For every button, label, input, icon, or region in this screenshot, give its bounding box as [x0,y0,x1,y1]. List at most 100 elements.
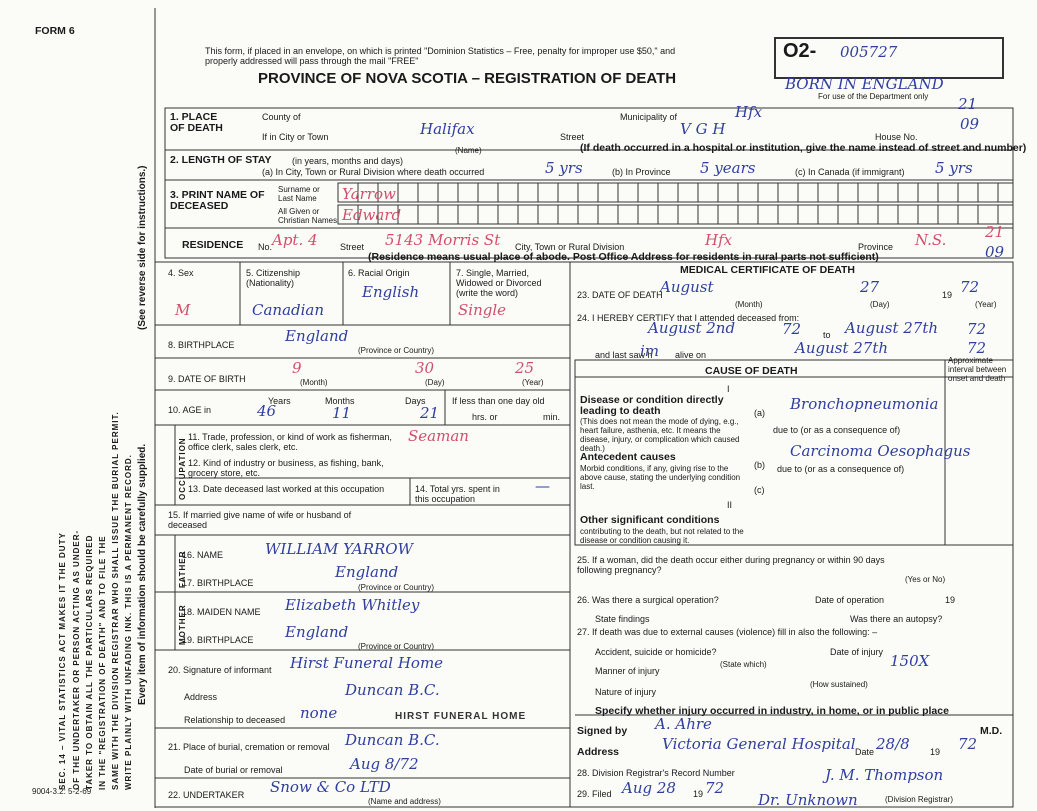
0: SEC. 14 – VITAL STATISTICS ACT MAKES IT … [58,532,67,790]
min: min. [543,412,561,422]
registration-box [774,37,1004,79]
nineteen: 19 [930,747,941,757]
surname-value: Yarrow [342,185,396,203]
label: 2. LENGTH OF STAY [170,154,272,166]
signature-value: Hirst Funeral Home [290,654,444,672]
to: to [823,330,831,340]
less: If less than one day old [452,396,545,406]
reg-number: 005727 [840,43,898,61]
dept-note: BORN IN ENGLAND [785,75,944,93]
accident: Accident, suicide or homicide? [595,647,717,657]
house: House No. [875,132,918,142]
manner-value: 150X [890,652,930,670]
given: All Given or Christian Names [278,207,338,225]
yes-no: (Yes or No) [905,575,946,584]
from-value: August 2nd [648,319,736,337]
year-value: 72 [960,278,980,296]
total-years: 14. Total yrs. spent in this occupation [415,484,500,504]
city: If in City or Town [262,132,329,142]
county: County of [262,112,301,122]
filed: 29. Filed [577,789,612,799]
last-saw: and last saw h [595,350,653,360]
injury-date: Date of injury [830,647,884,657]
b: (b) In Province [612,167,671,177]
no: No. [258,242,273,252]
reg-prefix: O2- [783,40,817,62]
province: Province [858,242,894,252]
dob-month: 9 [292,359,302,377]
status: 7. Single, Married, Widowed or Divorced … [456,268,542,298]
years: Years [268,396,291,406]
months: Months [325,396,355,406]
supply: Every item of information should be care… [137,443,148,705]
city: City, Town or Rural Division [515,242,625,252]
label-note: (in years, months and days) [292,156,404,166]
a: (a) In City, Town or Rural Division wher… [262,167,485,177]
year: (Year) [522,378,544,387]
title: CAUSE OF DEATH [705,365,798,377]
total-value: — [535,477,550,495]
years-value: 46 [257,402,277,420]
alive: alive on [675,350,707,360]
from-year: 72 [782,320,802,338]
street: Street [560,132,585,142]
address-value: Victoria General Hospital [662,735,856,753]
given-name-grid [337,204,1014,225]
year-value: 72 [958,735,978,753]
undertaker-note: (Name and address) [368,797,441,806]
name-note: (Name) [455,146,482,155]
b-value: Carcinoma Oesophagus [790,442,971,460]
a: (a) [754,408,765,418]
b: (b) [754,460,765,470]
relationship-value: none [300,704,338,722]
undertaker-value: Snow & Co LTD [270,778,391,796]
name: 16. NAME [182,550,224,560]
citizenship: 5. Citizenship (Nationality) [246,268,301,288]
municipality: Municipality of [620,112,678,122]
dob-day: 30 [415,359,435,377]
to-year: 72 [967,320,987,338]
day: (Day) [870,300,890,309]
street: Street [340,242,365,252]
certify: 24. I HEREBY CERTIFY that I attended dec… [577,313,800,323]
city-value: Halifax [420,120,475,138]
month: (Month) [300,378,328,387]
month-value: August [660,278,714,296]
signed-value: A. Ahre [655,715,712,733]
md: M.D. [980,725,1003,737]
record: 28. Division Registrar's Record Number [577,768,735,778]
notice: This form, if placed in an envelope, on … [205,46,676,66]
date-label: 23. DATE OF DEATH [577,290,663,300]
address: Address [577,746,620,758]
nineteen: 19 [945,595,956,605]
year: (Year) [975,300,997,309]
due-2: due to (or as a consequence of) [777,464,905,474]
street-value: 5143 Morris St [385,231,501,249]
relationship: Relationship to deceased [184,715,286,725]
province-note: (Province or Country) [358,583,435,592]
nature: Nature of injury [595,687,657,697]
place: 21. Place of burial, cremation or remova… [168,742,330,752]
province-note: (Province or Country) [358,642,435,651]
sex: 4. Sex [168,268,194,278]
last-worked: 13. Date deceased last worked at this oc… [188,484,385,494]
note: (Residence means usual place of abode. P… [368,251,879,263]
findings: State findings [595,614,650,624]
address: Address [184,692,218,702]
days-value: 21 [420,404,440,422]
b-value: 5 years [700,159,756,177]
registrar-value: J. M. Thompson [825,766,944,784]
hrs: hrs. or [472,412,498,422]
last-saw-value: im [640,342,660,360]
direct: (This does not mean the mode of dying, e… [580,417,740,453]
birthplace: 8. BIRTHPLACE [168,340,235,350]
operation-date: Date of operation [815,595,885,605]
undertaker: 22. UNDERTAKER [168,790,245,800]
date-value: Aug 8/72 [350,755,419,773]
name-value: WILLIAM YARROW [265,540,414,558]
form: FORM 6 [35,25,75,37]
code-2: 09 [960,115,980,133]
surname: Surname or Last Name [278,185,320,203]
instructions: (See reverse side for instructions.) [137,165,148,330]
